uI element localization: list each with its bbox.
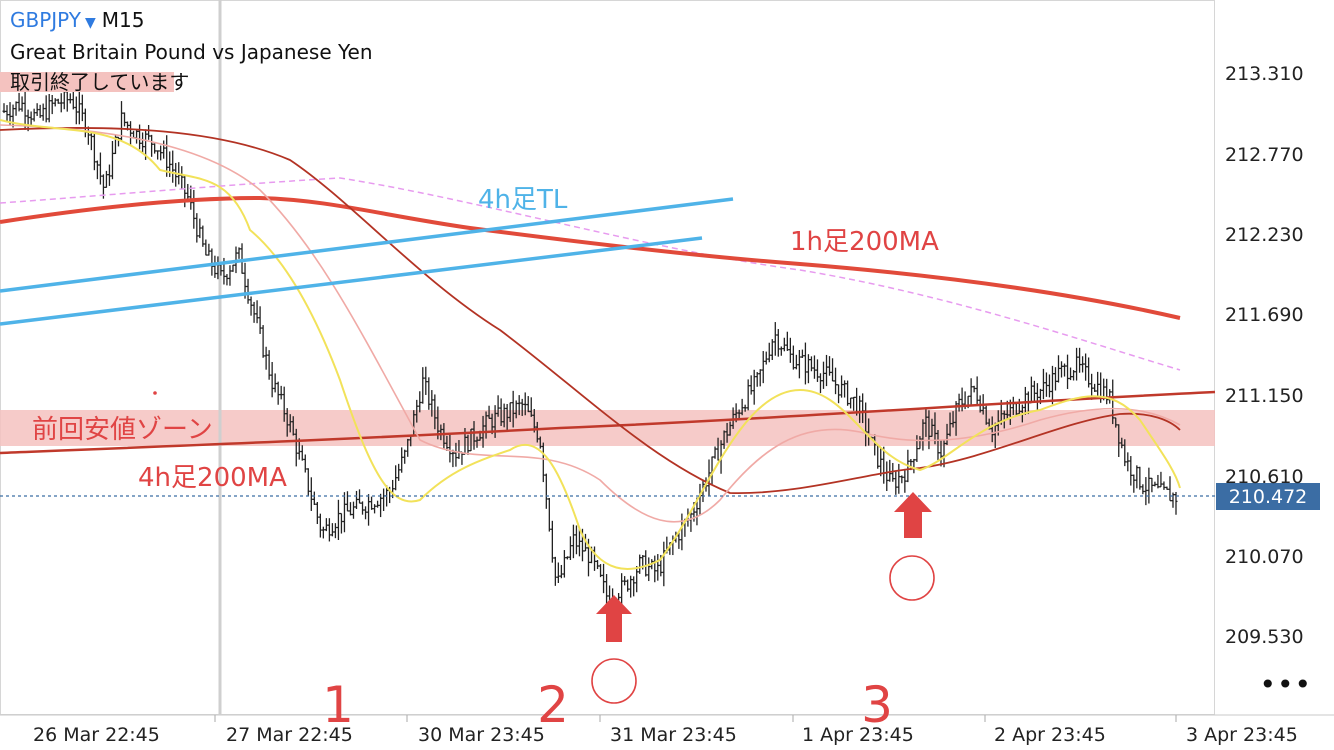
small-red-dot <box>153 391 157 395</box>
y-axis-panel <box>1215 0 1334 715</box>
x-axis-labels: 26 Mar 22:45 27 Mar 22:45 30 Mar 23:45 3… <box>33 715 1298 746</box>
candlesticks <box>2 85 1178 612</box>
symbol-row[interactable]: GBPJPY ▼ M15 <box>10 8 145 32</box>
y-tick-label: 209.530 <box>1225 626 1304 648</box>
tl-label: 4h足TL <box>478 185 568 215</box>
marker-1: 1 <box>322 676 354 734</box>
x-tick-label: 1 Apr 23:45 <box>802 724 914 746</box>
tl-line-lower <box>0 236 703 326</box>
x-tick-label: 27 Mar 22:45 <box>226 724 353 746</box>
x-tick-label: 3 Apr 23:45 <box>1186 724 1298 746</box>
up-arrow-icon <box>596 595 632 642</box>
current-price-tag <box>1216 483 1320 510</box>
x-tick-label: 30 Mar 23:45 <box>418 724 545 746</box>
y-tick-label: 213.310 <box>1225 63 1304 85</box>
dropdown-caret-icon[interactable]: ▼ <box>85 15 96 31</box>
ma-dark-red <box>0 127 1181 494</box>
more-options-icon[interactable]: ••• <box>1259 668 1312 701</box>
x-tick-label: 2 Apr 23:45 <box>994 724 1106 746</box>
marker-3: 3 <box>861 676 893 734</box>
tl-line-upper <box>0 197 734 293</box>
ma-yellow <box>0 119 1181 570</box>
up-arrow-icon <box>894 492 932 538</box>
ma-4h-label: 4h足200MA <box>138 463 287 493</box>
ma-1h-label: 1h足200MA <box>790 227 939 257</box>
ma-pink-dashed <box>0 177 1181 371</box>
circle-marker-icon <box>889 555 935 601</box>
current-price-value: 210.472 <box>1229 486 1308 508</box>
circle-marker-icon <box>591 658 637 704</box>
timeframe[interactable]: M15 <box>101 8 145 32</box>
y-tick-label: 212.230 <box>1225 224 1304 246</box>
y-tick-label: 211.150 <box>1225 385 1304 407</box>
x-tick-label: 31 Mar 23:45 <box>610 724 737 746</box>
market-status: 取引終了しています <box>10 70 190 94</box>
zone-label: 前回安値ゾーン <box>32 415 213 445</box>
y-tick-label: 210.070 <box>1225 546 1304 568</box>
ma-1h-200 <box>0 195 1181 320</box>
y-tick-label: 211.690 <box>1225 304 1304 326</box>
symbol-description: Great Britain Pound vs Japanese Yen <box>10 40 373 64</box>
y-tick-label: 212.770 <box>1225 144 1304 166</box>
x-tick-label: 26 Mar 22:45 <box>33 724 160 746</box>
ma-4h-200 <box>0 390 1216 455</box>
marker-2: 2 <box>537 676 569 734</box>
status-highlight <box>0 72 174 92</box>
ma-light-pink <box>0 124 1181 523</box>
symbol-name[interactable]: GBPJPY <box>10 8 82 32</box>
y-axis-labels: 213.310 212.770 212.230 211.690 211.150 … <box>1225 63 1304 648</box>
y-tick-label: 210.610 <box>1225 466 1304 488</box>
